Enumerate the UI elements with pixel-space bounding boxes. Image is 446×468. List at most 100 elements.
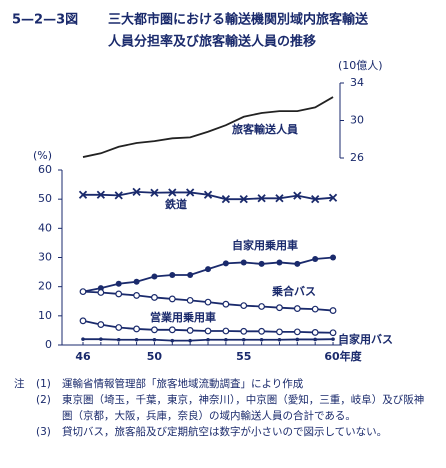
marker bbox=[330, 254, 337, 261]
marker bbox=[329, 329, 337, 337]
marker bbox=[311, 305, 319, 313]
title: 三大都市圏における輸送機関別域内旅客輸送 bbox=[108, 12, 369, 28]
series-label: 乗合バス bbox=[272, 284, 316, 298]
marker bbox=[133, 278, 140, 285]
marker bbox=[275, 194, 284, 203]
marker bbox=[115, 280, 122, 287]
marker bbox=[187, 272, 194, 278]
marker bbox=[188, 338, 192, 343]
marker bbox=[204, 327, 212, 335]
marker bbox=[203, 190, 213, 199]
y-tick-label: 26 bbox=[350, 151, 364, 164]
x-tick-label: 55 bbox=[236, 350, 251, 363]
marker bbox=[313, 337, 317, 342]
y-tick-label: 60 bbox=[38, 163, 52, 176]
marker bbox=[134, 337, 139, 342]
marker bbox=[257, 194, 266, 203]
note: 注 (1) 運輸省情報管理部「旅客地域流動調査」により作成 bbox=[14, 376, 434, 392]
y-tick-label: 50 bbox=[38, 192, 52, 205]
x-tick-label: 60年度 bbox=[324, 349, 362, 363]
marker bbox=[276, 328, 283, 336]
marker bbox=[168, 326, 176, 334]
marker bbox=[168, 188, 177, 197]
marker bbox=[132, 187, 141, 197]
note-num: (3) bbox=[36, 426, 51, 438]
marker bbox=[312, 255, 319, 262]
series-label: 鉄道 bbox=[165, 197, 187, 211]
note-text: 東京圏（埼玉，千葉，東京，神奈川），中京圏（愛知，三重，岐阜）及び阪神圏（京都，… bbox=[62, 394, 425, 422]
marker bbox=[133, 325, 140, 333]
marker bbox=[116, 337, 121, 342]
marker bbox=[294, 260, 301, 267]
marker bbox=[204, 298, 212, 306]
marker bbox=[186, 327, 194, 334]
marker bbox=[79, 317, 87, 325]
series-line bbox=[82, 96, 334, 158]
marker bbox=[295, 337, 300, 342]
marker bbox=[276, 259, 283, 266]
marker bbox=[222, 260, 229, 267]
series-label: 自家用バス bbox=[338, 332, 393, 346]
marker bbox=[328, 193, 338, 202]
series-label: 自家用乗用車 bbox=[232, 238, 298, 252]
marker bbox=[114, 191, 123, 200]
marker bbox=[240, 259, 247, 266]
title: 人員分担率及び旅客輸送人員の推移 bbox=[108, 34, 316, 50]
marker bbox=[222, 300, 230, 308]
note-num: (1) bbox=[36, 378, 51, 390]
marker bbox=[170, 338, 175, 343]
note: (2) 東京圏（埼玉，千葉，東京，神奈川），中京圏（愛知，三重，岐阜）及び阪神圏（… bbox=[14, 392, 434, 424]
marker bbox=[78, 190, 88, 199]
y-tick-label: 10 bbox=[38, 309, 52, 322]
chart: 5—2—3図 三大都市圏における輸送機関別域内旅客輸送 人員分担率及び旅客輸送人… bbox=[12, 12, 393, 364]
marker bbox=[331, 337, 335, 341]
marker bbox=[241, 337, 246, 342]
series-label: 旅客輸送人員 bbox=[232, 122, 298, 136]
marker bbox=[206, 337, 210, 342]
marker bbox=[79, 288, 87, 296]
marker bbox=[96, 190, 105, 199]
x-tick-label: 50 bbox=[147, 350, 163, 363]
figure-number: 5—2—3図 bbox=[12, 13, 78, 28]
marker bbox=[293, 305, 301, 312]
marker bbox=[97, 289, 105, 296]
marker bbox=[277, 337, 282, 342]
marker bbox=[150, 188, 159, 197]
marker bbox=[258, 260, 265, 267]
note-label: 注 bbox=[14, 378, 25, 390]
x-tick-label: 46 bbox=[75, 350, 91, 363]
series-label: 営業用乗用車 bbox=[150, 310, 216, 324]
marker bbox=[133, 292, 140, 299]
y-tick-label: 30 bbox=[350, 114, 364, 127]
marker bbox=[222, 327, 230, 335]
marker bbox=[168, 295, 176, 303]
y-unit: (10億人) bbox=[338, 59, 383, 72]
note: (3) 貸切バス，旅客船及び定期航空は数字が小さいので図示していない。 bbox=[14, 424, 434, 440]
marker bbox=[258, 327, 266, 335]
marker bbox=[115, 324, 123, 331]
marker bbox=[240, 327, 248, 335]
marker bbox=[151, 294, 158, 301]
marker bbox=[186, 188, 195, 197]
marker bbox=[97, 321, 105, 328]
marker bbox=[151, 326, 158, 334]
marker bbox=[224, 337, 228, 342]
y-tick-label: 40 bbox=[38, 221, 52, 234]
marker bbox=[276, 304, 283, 312]
notes: 注 (1) 運輸省情報管理部「旅客地域流動調査」により作成 (2) 東京圏（埼玉，千葉… bbox=[14, 376, 434, 440]
marker bbox=[169, 272, 176, 278]
marker bbox=[240, 302, 248, 310]
marker bbox=[115, 290, 123, 298]
marker bbox=[239, 195, 248, 204]
y-tick-label: 30 bbox=[38, 251, 52, 264]
marker bbox=[81, 337, 85, 341]
note-text: 貸切バス，旅客船及び定期航空は数字が小さいので図示していない。 bbox=[62, 426, 388, 438]
marker bbox=[329, 307, 337, 314]
note-text: 運輸省情報管理部「旅客地域流動調査」により作成 bbox=[62, 378, 304, 390]
marker bbox=[259, 337, 264, 342]
marker bbox=[151, 273, 158, 280]
marker bbox=[258, 303, 266, 310]
marker bbox=[311, 329, 319, 336]
y-tick-label: 34 bbox=[350, 76, 364, 89]
